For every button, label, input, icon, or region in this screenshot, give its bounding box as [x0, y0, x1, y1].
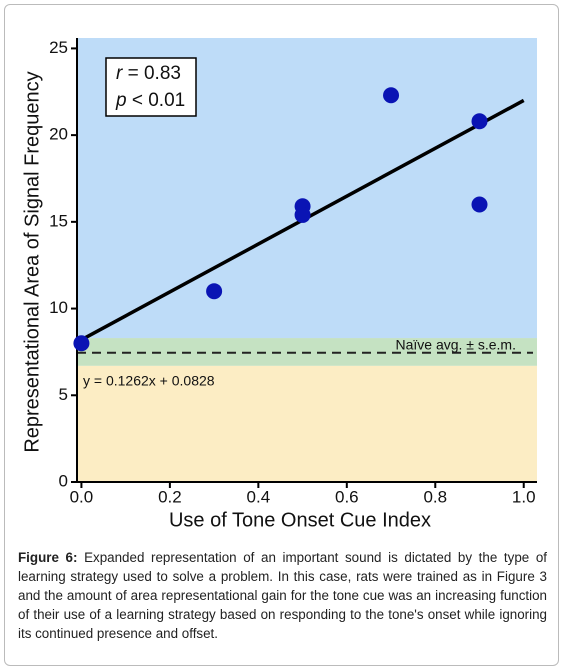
caption-label: Figure 6: [18, 550, 78, 565]
data-point [73, 335, 90, 352]
x-axis-title: Use of Tone Onset Cue Index [169, 509, 431, 531]
x-tick-label: 0.2 [158, 487, 182, 506]
stats-symbol: r [116, 63, 123, 84]
caption: Figure 6: Expanded representation of an … [18, 548, 547, 643]
stats-symbol: p [115, 90, 127, 111]
x-tick-label: 0.0 [70, 487, 94, 506]
stats-text: r = 0.83 [116, 63, 181, 84]
x-tick-label: 0.6 [335, 487, 359, 506]
caption-text: Expanded representation of an important … [18, 550, 548, 641]
data-point [206, 283, 223, 300]
region-below [77, 365, 537, 482]
stats-value: < 0.01 [127, 90, 186, 111]
data-point [471, 113, 488, 130]
y-tick-label: 20 [49, 125, 68, 144]
stats-box [105, 57, 197, 117]
stats-value: = 0.83 [122, 63, 181, 84]
y-tick-label: 5 [59, 385, 68, 404]
figure-frame [4, 4, 559, 666]
y-tick-label: 15 [49, 211, 68, 230]
fit-equation: y = 0.1262x + 0.0828 [83, 373, 215, 389]
data-point [471, 196, 488, 213]
y-tick-label: 10 [49, 298, 68, 317]
x-tick-label: 0.8 [423, 487, 447, 506]
y-axis-title: Representational Area of Signal Frequenc… [21, 71, 43, 452]
y-tick-label: 0 [59, 471, 68, 490]
data-point [294, 206, 311, 223]
chart: Use of Tone Onset Cue Index Representati… [21, 38, 537, 531]
y-tick-label: 25 [49, 38, 68, 57]
x-tick-label: 1.0 [512, 487, 536, 506]
naive-label: Naïve avg. ± s.e.m. [395, 336, 516, 352]
x-tick-label: 0.4 [247, 487, 271, 506]
stats-text: p < 0.01 [115, 90, 185, 111]
data-point [383, 87, 400, 104]
